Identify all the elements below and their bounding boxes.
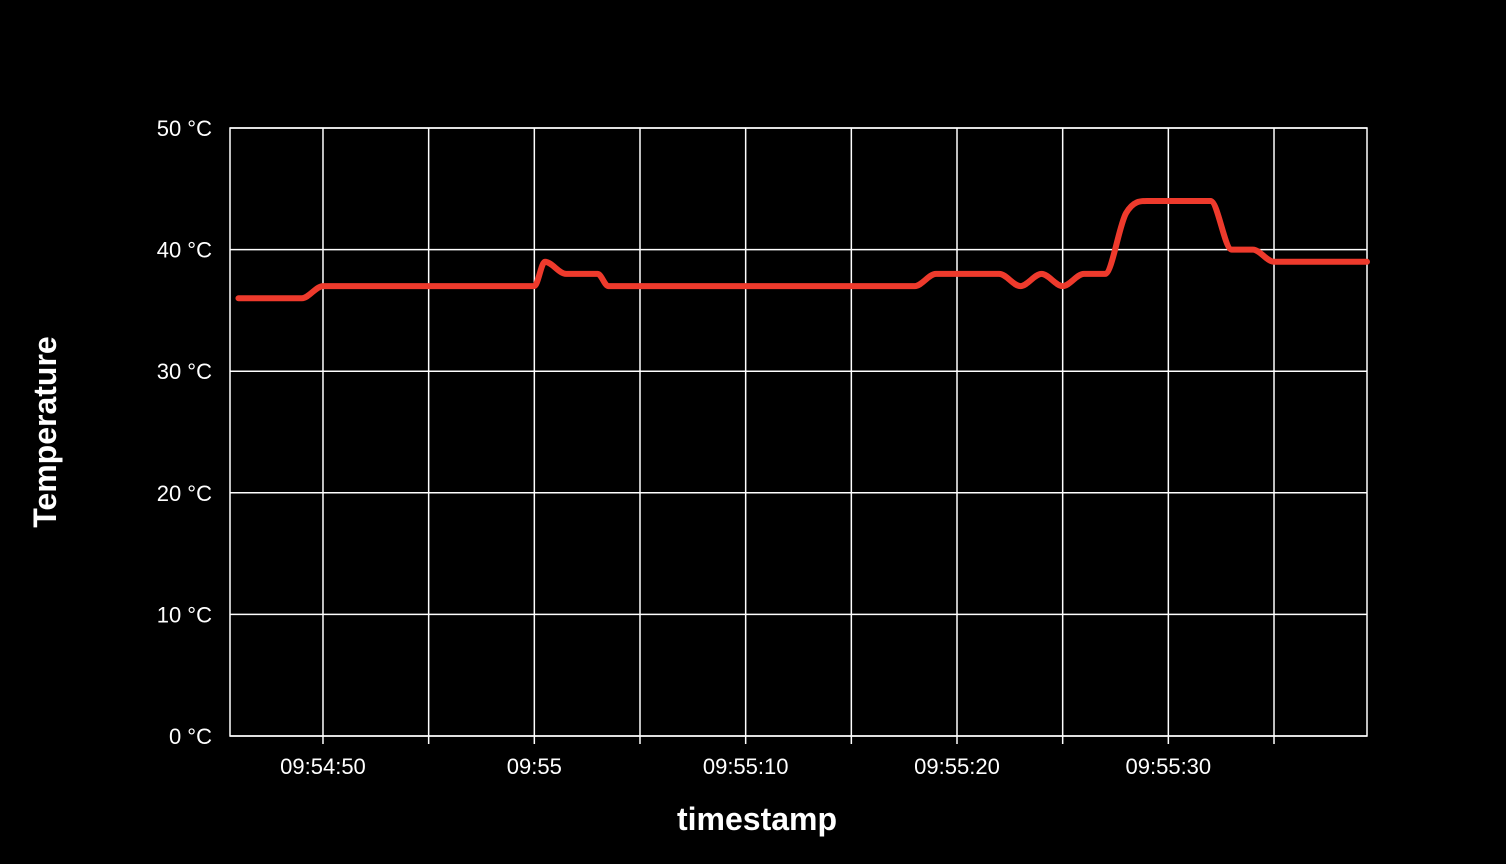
x-tick-label: 09:55 [507,754,562,779]
y-tick-label: 20 °C [157,481,212,506]
x-tick-label: 09:55:20 [914,754,1000,779]
series-layer [235,197,1370,302]
x-tick-label: 09:55:30 [1126,754,1212,779]
y-tick-label: 0 °C [169,724,212,749]
grid [229,127,1368,744]
y-axis-title: Temperature [27,336,63,527]
x-axis-title: timestamp [677,801,837,837]
x-tick-label: 09:55:10 [703,754,789,779]
y-tick-label: 40 °C [157,238,212,263]
y-tick-label: 30 °C [157,359,212,384]
x-axis: 09:54:50 09:55 09:55:10 09:55:20 09:55:30 [280,754,1211,779]
y-tick-label: 10 °C [157,602,212,627]
y-axis: 0 °C 10 °C 20 °C 30 °C 40 °C 50 °C [157,116,212,749]
x-tick-label: 09:54:50 [280,754,366,779]
y-tick-label: 50 °C [157,116,212,141]
temperature-series-line [235,197,1370,302]
